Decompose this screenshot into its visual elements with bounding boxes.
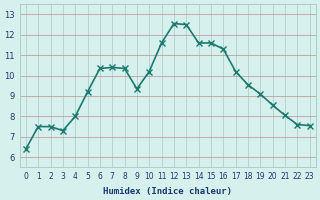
X-axis label: Humidex (Indice chaleur): Humidex (Indice chaleur) xyxy=(103,187,232,196)
